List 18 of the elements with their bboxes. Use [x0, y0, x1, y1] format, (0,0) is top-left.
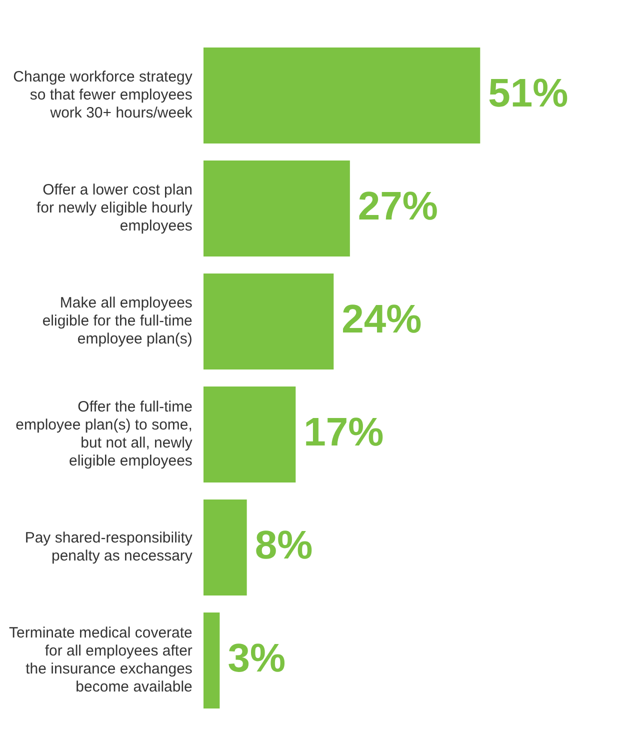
y-tick-label: Terminate medical coverate for all employees after the insurance exchanges become available [8, 624, 192, 696]
data-label: 8% [254, 524, 313, 568]
bar [203, 612, 220, 709]
data-label: 24% [342, 298, 422, 342]
y-tick-label: Make all employees eligible for the full-time employee plan(s) [42, 294, 192, 348]
data-label: 3% [228, 636, 286, 681]
data-label: 27% [358, 184, 438, 229]
bar [203, 386, 296, 483]
bar [203, 47, 480, 144]
data-label: 17% [304, 410, 384, 455]
bar [203, 160, 350, 257]
y-tick-label: Pay shared-responsibility penalty as necessary [24, 530, 193, 565]
y-tick-label: Offer a lower cost plan for newly eligible hourly employees [36, 182, 193, 235]
y-tick-label: Offer the full-time employee plan(s) to some, but not all, newly eligible employees [16, 398, 193, 470]
bar [203, 499, 247, 596]
y-tick-label: Change workforce strategy so that fewer employees work 30+ hours/week [13, 68, 193, 122]
data-label: 51% [488, 72, 568, 116]
bar [203, 273, 334, 370]
